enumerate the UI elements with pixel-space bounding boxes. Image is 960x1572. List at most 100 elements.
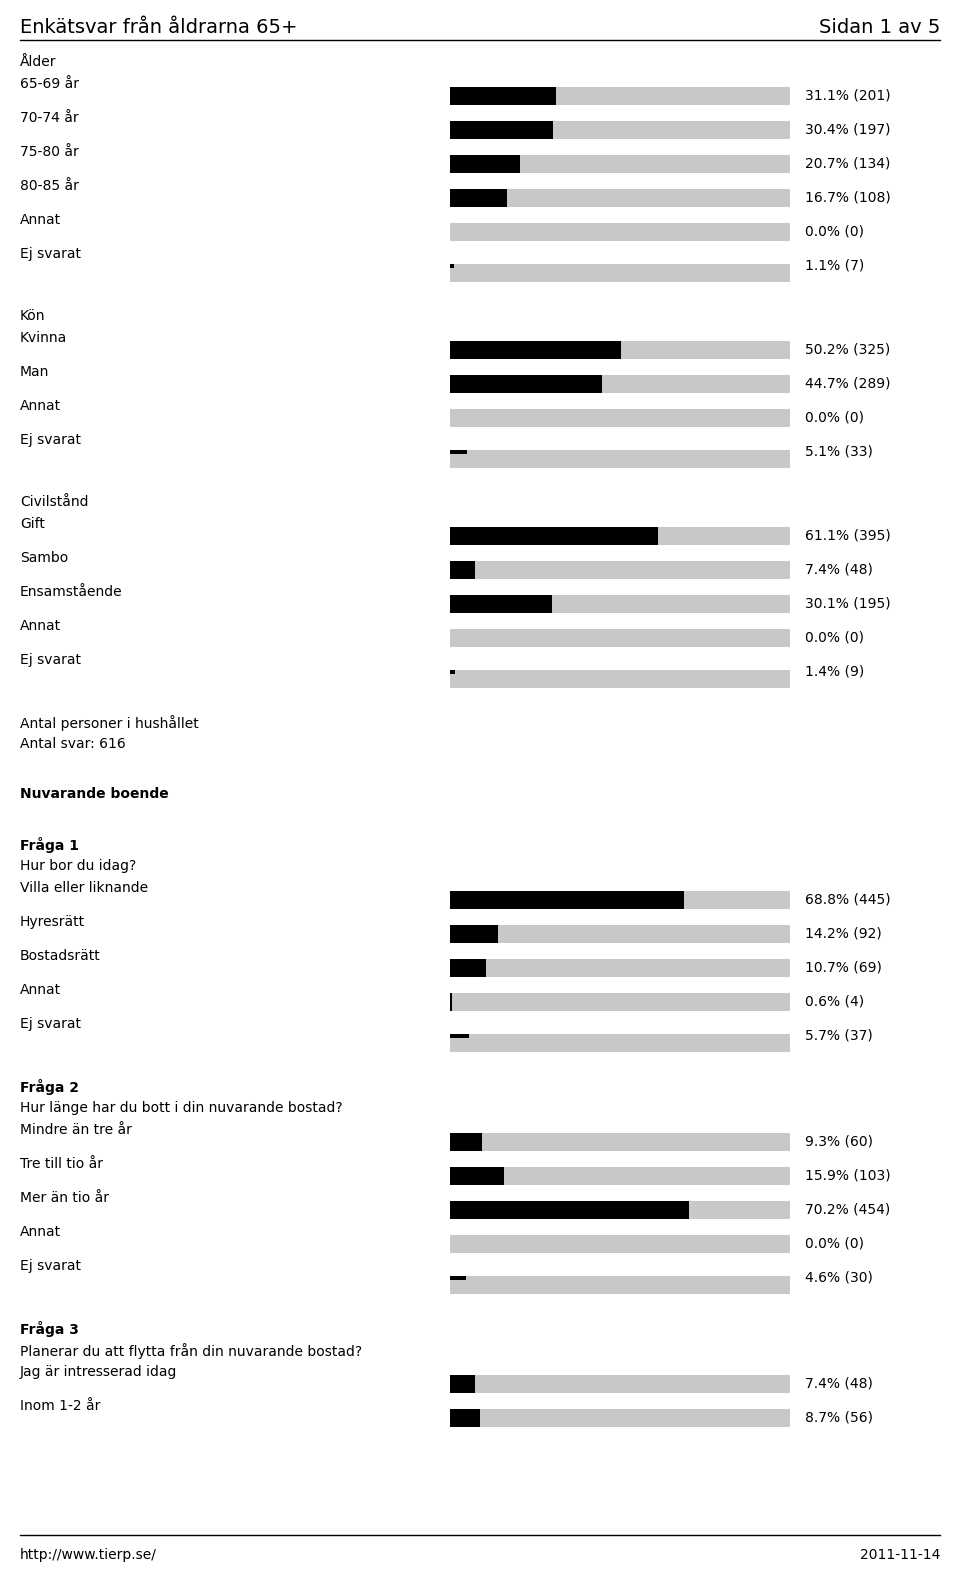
Bar (450, 1276, 466, 1280)
Text: Ej svarat: Ej svarat (20, 1017, 81, 1031)
Text: 14.2% (92): 14.2% (92) (805, 927, 881, 940)
Bar (450, 1166, 790, 1185)
Text: 61.1% (395): 61.1% (395) (805, 528, 891, 542)
Bar (450, 959, 487, 976)
Bar (450, 374, 790, 393)
Text: Civilstånd: Civilstånd (20, 495, 88, 509)
Bar (450, 594, 790, 613)
Text: 10.7% (69): 10.7% (69) (805, 960, 882, 975)
Text: 0.0% (0): 0.0% (0) (805, 410, 864, 424)
Text: Tre till tio år: Tre till tio år (20, 1157, 103, 1171)
Text: 5.7% (37): 5.7% (37) (805, 1028, 873, 1042)
Bar (450, 959, 790, 976)
Text: Ej svarat: Ej svarat (20, 247, 81, 261)
Bar (450, 1201, 790, 1218)
Text: Ej svarat: Ej svarat (20, 1259, 81, 1273)
Bar (450, 670, 790, 687)
Bar (450, 1409, 790, 1427)
Text: 16.7% (108): 16.7% (108) (805, 190, 891, 204)
Text: Antal svar: 616: Antal svar: 616 (20, 737, 126, 751)
Text: 44.7% (289): 44.7% (289) (805, 377, 891, 391)
Bar (450, 1166, 504, 1185)
Text: 68.8% (445): 68.8% (445) (805, 893, 891, 907)
Text: 0.6% (4): 0.6% (4) (805, 995, 864, 1009)
Bar (450, 86, 790, 105)
Text: Ej svarat: Ej svarat (20, 652, 81, 667)
Text: Kvinna: Kvinna (20, 332, 67, 344)
Bar (450, 670, 455, 674)
Text: Sidan 1 av 5: Sidan 1 av 5 (819, 17, 940, 38)
Text: Jag är intresserad idag: Jag är intresserad idag (20, 1364, 178, 1379)
Text: 0.0% (0): 0.0% (0) (805, 630, 864, 645)
Bar (450, 527, 790, 545)
Text: Mindre än tre år: Mindre än tre år (20, 1122, 132, 1137)
Text: Mer än tio år: Mer än tio år (20, 1192, 109, 1206)
Text: 75-80 år: 75-80 år (20, 145, 79, 159)
Text: Hur bor du idag?: Hur bor du idag? (20, 858, 136, 872)
Text: 1.1% (7): 1.1% (7) (805, 259, 864, 272)
Text: Villa eller liknande: Villa eller liknande (20, 880, 148, 894)
Text: Annat: Annat (20, 399, 61, 413)
Bar (450, 891, 790, 909)
Bar (450, 450, 468, 454)
Text: Enkätsvar från åldrarna 65+: Enkätsvar från åldrarna 65+ (20, 17, 298, 38)
Text: Ålder: Ålder (20, 55, 57, 69)
Bar (450, 189, 507, 206)
Bar (450, 223, 790, 241)
Text: 9.3% (60): 9.3% (60) (805, 1135, 873, 1149)
Text: Fråga 2: Fråga 2 (20, 1078, 79, 1096)
Bar (450, 450, 790, 468)
Text: Annat: Annat (20, 982, 61, 997)
Bar (450, 1201, 688, 1218)
Text: Ej svarat: Ej svarat (20, 432, 81, 446)
Bar (450, 1276, 790, 1294)
Bar (450, 1133, 790, 1151)
Bar (450, 154, 520, 173)
Bar (450, 1374, 475, 1393)
Text: 70-74 år: 70-74 år (20, 112, 79, 126)
Bar (450, 154, 790, 173)
Bar (450, 1374, 790, 1393)
Bar (450, 409, 790, 426)
Bar (450, 1133, 482, 1151)
Text: Man: Man (20, 365, 49, 379)
Text: Antal personer i hushållet: Antal personer i hushållet (20, 715, 199, 731)
Bar (450, 264, 790, 281)
Text: 2011-11-14: 2011-11-14 (859, 1548, 940, 1563)
Text: Ensamstående: Ensamstående (20, 585, 123, 599)
Text: 80-85 år: 80-85 år (20, 179, 79, 193)
Text: 0.0% (0): 0.0% (0) (805, 1237, 864, 1251)
Text: 7.4% (48): 7.4% (48) (805, 563, 873, 577)
Text: 31.1% (201): 31.1% (201) (805, 88, 891, 102)
Text: Annat: Annat (20, 619, 61, 634)
Bar (450, 594, 552, 613)
Text: Inom 1-2 år: Inom 1-2 år (20, 1399, 101, 1413)
Bar (450, 561, 475, 578)
Text: Fråga 1: Fråga 1 (20, 836, 79, 854)
Text: Hur länge har du bott i din nuvarande bostad?: Hur länge har du bott i din nuvarande bo… (20, 1100, 343, 1115)
Text: 0.0% (0): 0.0% (0) (805, 225, 864, 239)
Bar (450, 189, 790, 206)
Bar (450, 992, 790, 1011)
Text: Sambo: Sambo (20, 552, 68, 564)
Text: Annat: Annat (20, 212, 61, 226)
Bar (450, 341, 790, 358)
Text: 30.1% (195): 30.1% (195) (805, 597, 891, 610)
Bar (450, 121, 790, 138)
Bar (450, 86, 556, 105)
Bar (450, 264, 454, 267)
Bar (450, 629, 790, 646)
Text: 5.1% (33): 5.1% (33) (805, 445, 873, 459)
Bar (450, 924, 790, 943)
Text: 1.4% (9): 1.4% (9) (805, 665, 864, 679)
Text: 15.9% (103): 15.9% (103) (805, 1168, 891, 1182)
Text: Gift: Gift (20, 517, 45, 531)
Bar (450, 527, 658, 545)
Text: Hyresrätt: Hyresrätt (20, 915, 85, 929)
Bar (450, 1034, 469, 1038)
Text: Planerar du att flytta från din nuvarande bostad?: Planerar du att flytta från din nuvarand… (20, 1342, 362, 1358)
Bar (450, 374, 602, 393)
Text: 65-69 år: 65-69 år (20, 77, 79, 91)
Text: 20.7% (134): 20.7% (134) (805, 157, 890, 171)
Text: Nuvarande boende: Nuvarande boende (20, 788, 169, 802)
